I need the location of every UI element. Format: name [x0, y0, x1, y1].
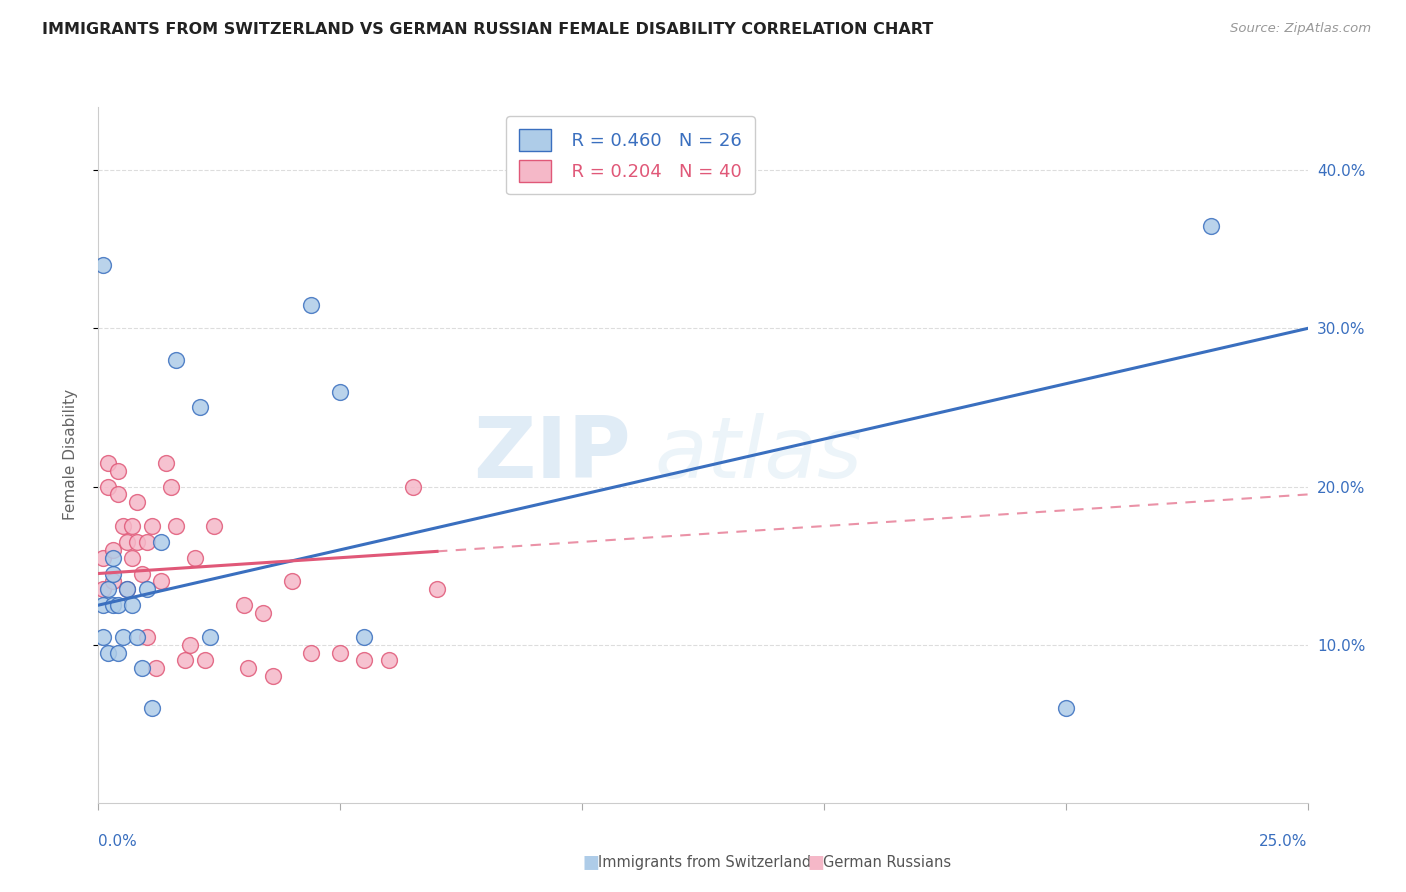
- Point: [91, 630, 114, 644]
- Point: [135, 582, 157, 597]
- Point: [135, 630, 157, 644]
- Point: [97, 646, 120, 660]
- Point: [117, 582, 139, 597]
- Point: [353, 653, 375, 667]
- Point: [150, 534, 173, 549]
- Point: [117, 534, 139, 549]
- Text: ▪: ▪: [581, 847, 600, 875]
- Text: ▪: ▪: [806, 847, 825, 875]
- Point: [204, 519, 226, 533]
- Point: [377, 653, 399, 667]
- Text: 0.0%: 0.0%: [98, 834, 138, 849]
- Point: [127, 495, 149, 509]
- Point: [1199, 219, 1222, 233]
- Point: [402, 479, 425, 493]
- Legend:   R = 0.460   N = 26,   R = 0.204   N = 40: R = 0.460 N = 26, R = 0.204 N = 40: [506, 116, 755, 194]
- Point: [121, 598, 143, 612]
- Text: German Russians: German Russians: [823, 855, 950, 870]
- Point: [141, 701, 163, 715]
- Point: [107, 487, 129, 501]
- Y-axis label: Female Disability: Female Disability: [63, 389, 77, 521]
- Point: [101, 574, 124, 589]
- Point: [145, 661, 167, 675]
- Point: [107, 646, 129, 660]
- Point: [127, 630, 149, 644]
- Point: [91, 582, 114, 597]
- Text: IMMIGRANTS FROM SWITZERLAND VS GERMAN RUSSIAN FEMALE DISABILITY CORRELATION CHAR: IMMIGRANTS FROM SWITZERLAND VS GERMAN RU…: [42, 22, 934, 37]
- Point: [238, 661, 260, 675]
- Point: [101, 598, 124, 612]
- Point: [107, 464, 129, 478]
- Point: [160, 479, 183, 493]
- Point: [329, 384, 352, 399]
- Point: [179, 638, 201, 652]
- Point: [353, 630, 375, 644]
- Point: [97, 479, 120, 493]
- Point: [232, 598, 254, 612]
- Point: [101, 542, 124, 557]
- Point: [281, 574, 304, 589]
- Point: [198, 630, 221, 644]
- Text: 25.0%: 25.0%: [1260, 834, 1308, 849]
- Point: [121, 519, 143, 533]
- Point: [262, 669, 284, 683]
- Point: [165, 519, 187, 533]
- Point: [111, 519, 134, 533]
- Point: [127, 534, 149, 549]
- Point: [299, 646, 322, 660]
- Point: [426, 582, 449, 597]
- Point: [329, 646, 352, 660]
- Text: atlas: atlas: [655, 413, 863, 497]
- Point: [135, 534, 157, 549]
- Point: [194, 653, 217, 667]
- Point: [131, 661, 153, 675]
- Point: [131, 566, 153, 581]
- Point: [101, 566, 124, 581]
- Point: [184, 550, 207, 565]
- Point: [91, 598, 114, 612]
- Point: [97, 456, 120, 470]
- Point: [91, 550, 114, 565]
- Point: [101, 550, 124, 565]
- Point: [188, 401, 211, 415]
- Text: Source: ZipAtlas.com: Source: ZipAtlas.com: [1230, 22, 1371, 36]
- Point: [155, 456, 177, 470]
- Point: [299, 298, 322, 312]
- Point: [1054, 701, 1077, 715]
- Point: [111, 630, 134, 644]
- Point: [252, 606, 274, 620]
- Text: ZIP: ZIP: [472, 413, 630, 497]
- Point: [117, 582, 139, 597]
- Point: [150, 574, 173, 589]
- Point: [97, 582, 120, 597]
- Text: Immigrants from Switzerland: Immigrants from Switzerland: [598, 855, 811, 870]
- Point: [141, 519, 163, 533]
- Point: [174, 653, 197, 667]
- Point: [107, 598, 129, 612]
- Point: [165, 353, 187, 368]
- Point: [121, 550, 143, 565]
- Point: [91, 258, 114, 272]
